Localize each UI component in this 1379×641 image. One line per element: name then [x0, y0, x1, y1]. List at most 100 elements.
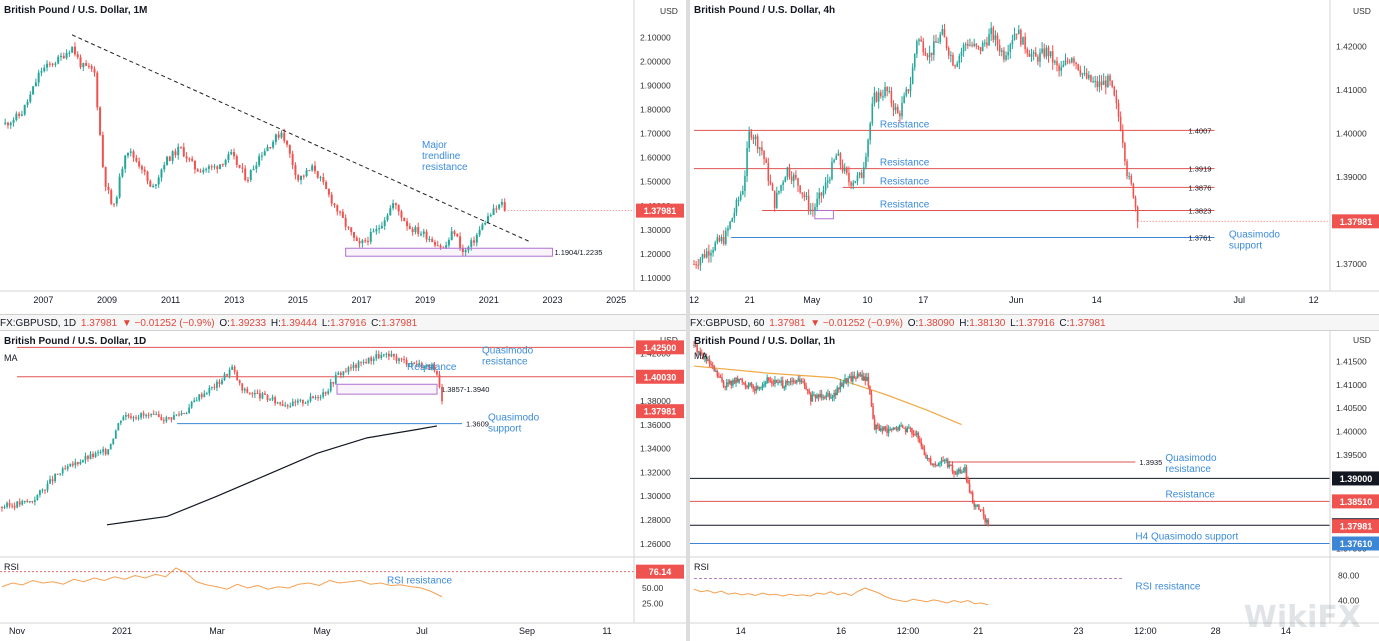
currency-label: USD [1353, 335, 1371, 345]
level-badge: 1.40030 [644, 372, 677, 382]
candle-body [1011, 40, 1014, 45]
candle-body [858, 373, 860, 376]
candle-body [284, 405, 287, 407]
candle-body [64, 468, 67, 470]
candle-body [339, 372, 342, 376]
candle-body [352, 364, 355, 369]
time-tick-label: 2019 [415, 295, 435, 305]
h4-chart-svg[interactable]: 1.4007 1.3919 1.3876 1.3823 1.3761 Resistance… [690, 0, 1379, 314]
candle-body [830, 397, 832, 399]
candle-body [489, 214, 492, 217]
candle-body [911, 428, 913, 434]
candle-body [152, 413, 155, 415]
level-value-label: 1.3876 [1188, 183, 1211, 192]
high-value: 1.38130 [969, 318, 1006, 329]
price-tick-label: 1.30000 [640, 225, 671, 235]
candle-body [693, 264, 695, 266]
candle-body [807, 195, 810, 210]
level-badge-bg [636, 340, 684, 355]
candle-body [20, 114, 23, 116]
candle-body [503, 202, 506, 211]
candle-body [976, 504, 979, 506]
candle-body [799, 185, 801, 193]
candle-body [765, 159, 767, 163]
candle-body [1075, 62, 1077, 65]
candle-body [844, 378, 846, 384]
chart-panel-4h[interactable]: 1.4007 1.3919 1.3876 1.3823 1.3761 Resistance… [690, 0, 1379, 314]
candle-body [155, 414, 158, 416]
candle-body [29, 94, 32, 102]
candle-body [947, 48, 950, 56]
time-tick-label: Nov [9, 626, 26, 636]
candle-body [952, 54, 954, 66]
candle-body [447, 240, 450, 246]
candle-body [365, 361, 368, 364]
candle-body [138, 161, 141, 167]
candle-body [786, 381, 789, 383]
resistance-zone [336, 383, 438, 395]
candle-body [725, 230, 727, 244]
candle-body [375, 228, 378, 232]
candle-body [380, 225, 383, 229]
level-badge-bg [1332, 536, 1379, 551]
candle-body [221, 164, 224, 166]
candle-body [985, 519, 988, 523]
candle-body [703, 254, 706, 258]
candle-body [856, 373, 859, 379]
candle-body [1094, 80, 1096, 82]
candle-body [913, 54, 916, 68]
candle-body [956, 471, 958, 475]
candle-body [193, 160, 196, 170]
candle-body [981, 42, 984, 52]
candle-body [1003, 50, 1005, 60]
symbol-label: FX:GBPUSD, 1D [0, 318, 77, 329]
candle-body [756, 136, 759, 149]
candle-body [1026, 49, 1029, 54]
candle-body [831, 161, 833, 180]
high-label: H: [270, 318, 281, 329]
candle-body [337, 372, 340, 375]
chart-panel-hourly[interactable]: MA 1.3935 Quasimodo resistance Resistance H4 … [690, 331, 1379, 641]
time-tick-label: 21 [745, 295, 755, 305]
candle-body [473, 240, 476, 243]
candle-body [370, 357, 373, 362]
candle-body [114, 430, 117, 439]
candle-body [939, 34, 942, 43]
level-annotation: Quasimodo [482, 345, 534, 356]
candle-body [931, 463, 934, 465]
candle-body [987, 519, 990, 527]
candle-body [977, 45, 980, 48]
candle-body [1098, 81, 1101, 88]
time-tick-label: 16 [836, 626, 846, 636]
price-tick-label: 1.39000 [1336, 172, 1367, 182]
candle-body [964, 467, 966, 472]
candle-body [749, 383, 751, 386]
rsi-tick-label: 25.00 [642, 599, 664, 609]
candle-body [755, 386, 758, 391]
candles-group [1, 350, 443, 512]
candle-body [414, 227, 417, 233]
candle-body [302, 175, 305, 177]
price-tick-label: 1.38000 [640, 396, 671, 406]
daily-chart-svg[interactable]: 1.3857-1.3940MAQuasimodoresistanceResist… [0, 331, 686, 641]
level-badge: 1.39000 [1340, 474, 1373, 484]
candle-body [897, 427, 899, 430]
candle-body [693, 345, 695, 346]
candle-body [65, 53, 68, 59]
candle-body [364, 240, 367, 242]
candle-body [954, 473, 957, 475]
chart-panel-daily[interactable]: 1.3857-1.3940 MA Quasimodo resistance Resist… [0, 331, 686, 641]
candle-body [336, 205, 339, 212]
candle-body [711, 364, 714, 366]
candle-body [76, 54, 79, 58]
time-tick-label: 28 [1211, 626, 1221, 636]
candle-body [266, 394, 269, 400]
level-annotation: Resistance [407, 362, 457, 373]
candle-body [87, 65, 90, 67]
pane-divider[interactable] [686, 0, 690, 641]
candle-body [800, 381, 803, 383]
candle-body [251, 393, 254, 395]
chart-panel-monthly[interactable]: 1.1904/1.2235 Major trendline resistance 2.1… [0, 0, 686, 314]
